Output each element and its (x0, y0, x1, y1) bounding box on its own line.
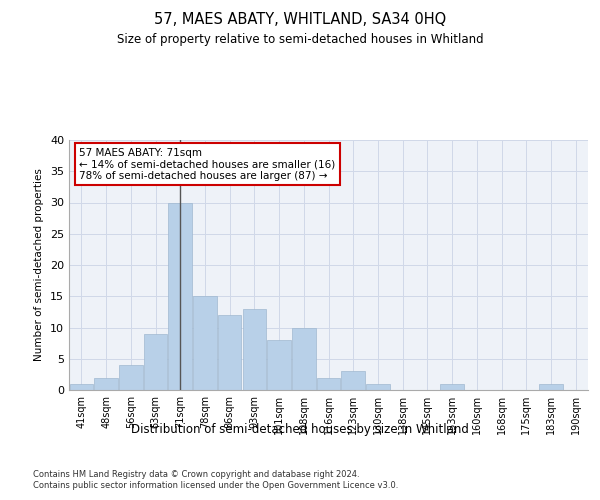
Bar (292, 328, 316, 390)
Text: Contains public sector information licensed under the Open Government Licence v3: Contains public sector information licen… (33, 481, 398, 490)
Bar (341, 371, 365, 390)
Bar (119, 365, 143, 390)
Bar (94, 378, 118, 390)
Text: 57 MAES ABATY: 71sqm
← 14% of semi-detached houses are smaller (16)
78% of semi-: 57 MAES ABATY: 71sqm ← 14% of semi-detac… (79, 148, 335, 180)
Bar (218, 315, 241, 390)
Bar (70, 384, 93, 390)
Text: Contains HM Land Registry data © Crown copyright and database right 2024.: Contains HM Land Registry data © Crown c… (33, 470, 359, 479)
Bar (366, 384, 389, 390)
Bar (169, 202, 192, 390)
Text: Distribution of semi-detached houses by size in Whitland: Distribution of semi-detached houses by … (131, 422, 469, 436)
Y-axis label: Number of semi-detached properties: Number of semi-detached properties (34, 168, 44, 362)
Bar (193, 296, 217, 390)
Bar (440, 384, 464, 390)
Bar (144, 334, 167, 390)
Text: Size of property relative to semi-detached houses in Whitland: Size of property relative to semi-detach… (116, 32, 484, 46)
Bar (268, 340, 291, 390)
Bar (539, 384, 563, 390)
Bar (317, 378, 340, 390)
Bar (242, 308, 266, 390)
Text: 57, MAES ABATY, WHITLAND, SA34 0HQ: 57, MAES ABATY, WHITLAND, SA34 0HQ (154, 12, 446, 28)
